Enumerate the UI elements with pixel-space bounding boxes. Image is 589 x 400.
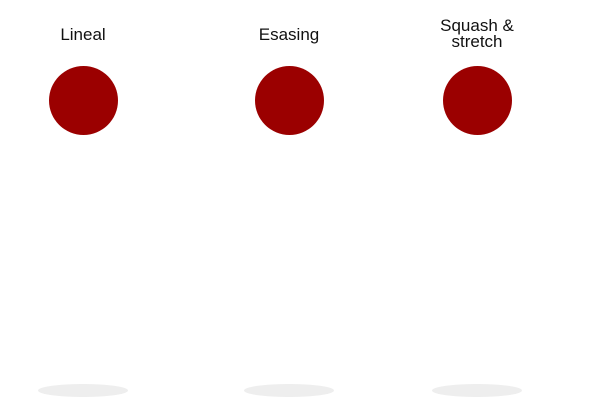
ball-shadow-linear [38, 384, 128, 397]
demo-easing: Esasing [214, 0, 364, 400]
ball-easing [255, 66, 324, 135]
ball-squash-stretch [443, 66, 512, 135]
demo-label-easing: Esasing [258, 25, 320, 44]
ball-linear [49, 66, 118, 135]
demo-linear: Lineal [8, 0, 158, 400]
demo-label-linear: Lineal [60, 25, 106, 44]
demo-squash-stretch: Squash & stretch [402, 0, 552, 400]
ball-shadow-squash-stretch [432, 384, 522, 397]
demo-label-squash-stretch: Squash & stretch [440, 16, 514, 51]
ball-shadow-easing [244, 384, 334, 397]
